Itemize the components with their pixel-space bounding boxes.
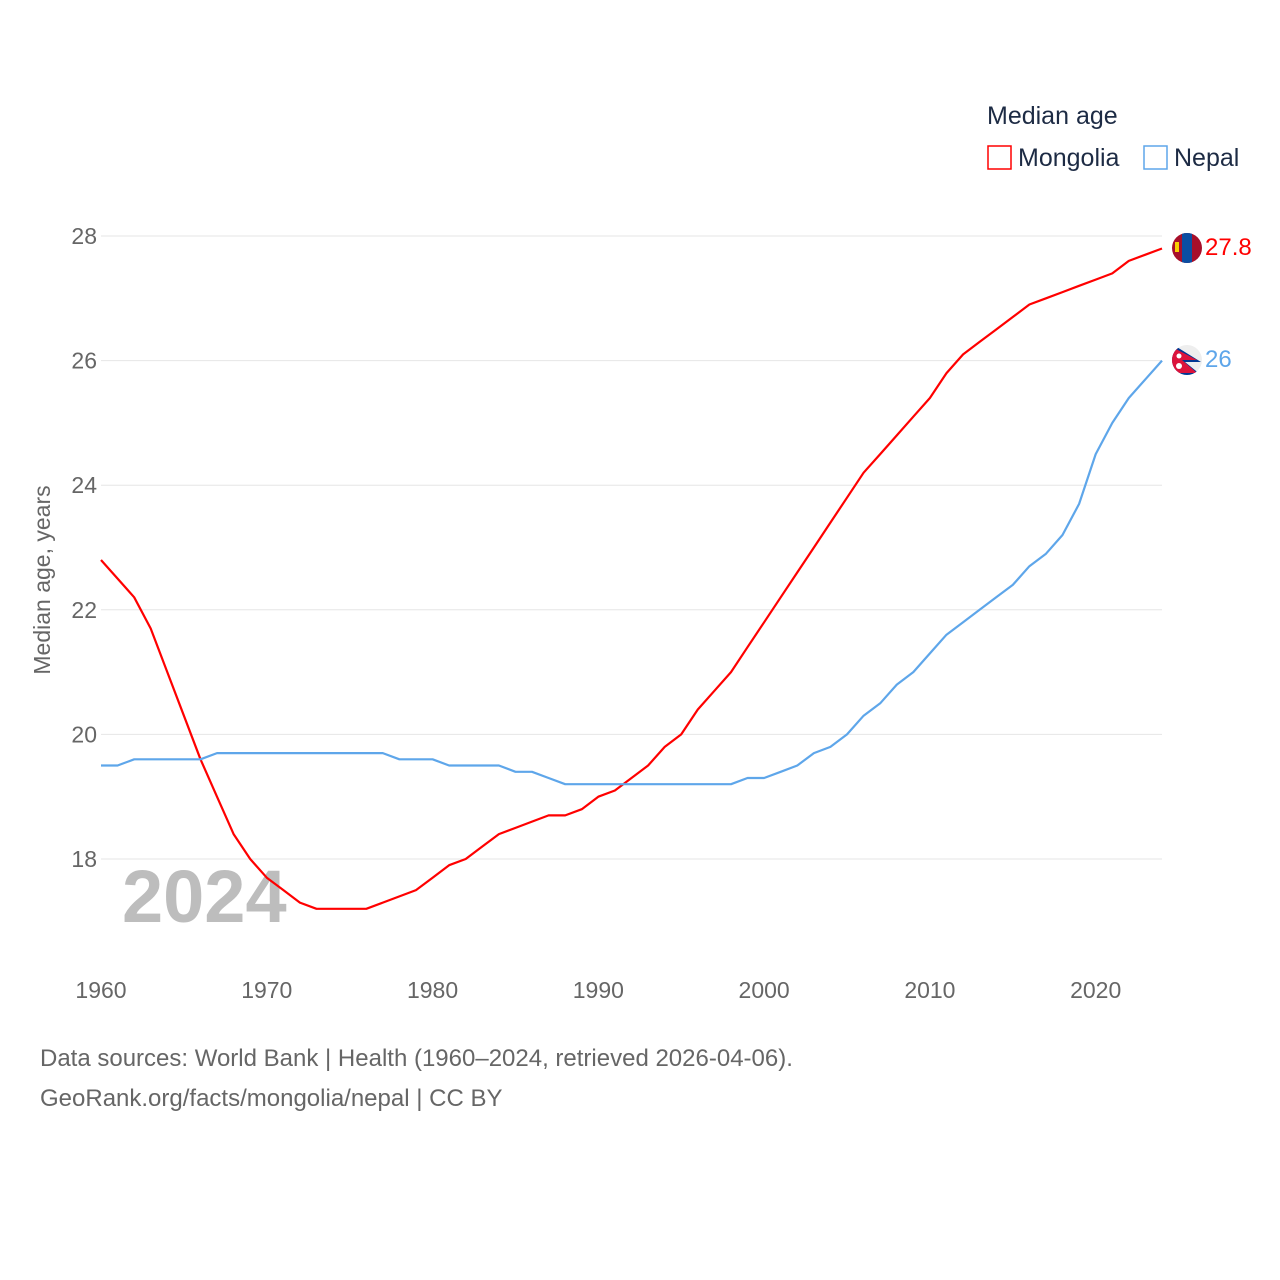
y-tick-label: 18 <box>71 846 97 872</box>
x-tick-label: 2020 <box>1070 977 1121 1003</box>
x-tick-label: 2010 <box>904 977 955 1003</box>
year-watermark: 2024 <box>122 855 287 938</box>
legend: Median age Mongolia Nepal <box>987 102 1239 172</box>
y-tick-label: 20 <box>71 721 97 747</box>
legend-label-mongolia[interactable]: Mongolia <box>1018 144 1120 172</box>
y-tick-label: 26 <box>71 348 97 374</box>
legend-swatch-nepal[interactable] <box>1143 145 1168 170</box>
mongolia-end-label: 27.8 <box>1205 234 1252 261</box>
y-tick-label: 28 <box>71 223 97 249</box>
x-tick-label: 1960 <box>75 977 126 1003</box>
mongolia-flag-icon <box>1172 233 1202 263</box>
series-line-nepal <box>101 359 1163 786</box>
legend-title: Median age <box>987 102 1118 130</box>
series-line-mongolia <box>100 247 1163 910</box>
legend-label-nepal[interactable]: Nepal <box>1174 144 1239 172</box>
y-ticks: 18 20 22 24 26 28 <box>71 223 97 872</box>
nepal-flag-icon <box>1172 345 1202 375</box>
x-tick-label: 2000 <box>739 977 790 1003</box>
series-lines <box>100 247 1163 910</box>
attribution-link[interactable]: GeoRank.org/facts/mongolia/nepal | CC BY <box>40 1085 503 1112</box>
x-tick-label: 1980 <box>407 977 458 1003</box>
x-tick-label: 1970 <box>241 977 292 1003</box>
data-source-note: Data sources: World Bank | Health (1960–… <box>40 1045 793 1072</box>
legend-swatch-mongolia[interactable] <box>987 145 1012 170</box>
y-tick-label: 22 <box>71 597 97 623</box>
y-tick-label: 24 <box>71 472 97 498</box>
x-tick-label: 1990 <box>573 977 624 1003</box>
grid <box>101 235 1162 860</box>
nepal-end-label: 26 <box>1205 346 1232 373</box>
y-axis-title: Median age, years <box>29 485 55 674</box>
x-ticks: 1960 1970 1980 1990 2000 2010 2020 <box>75 977 1121 1003</box>
